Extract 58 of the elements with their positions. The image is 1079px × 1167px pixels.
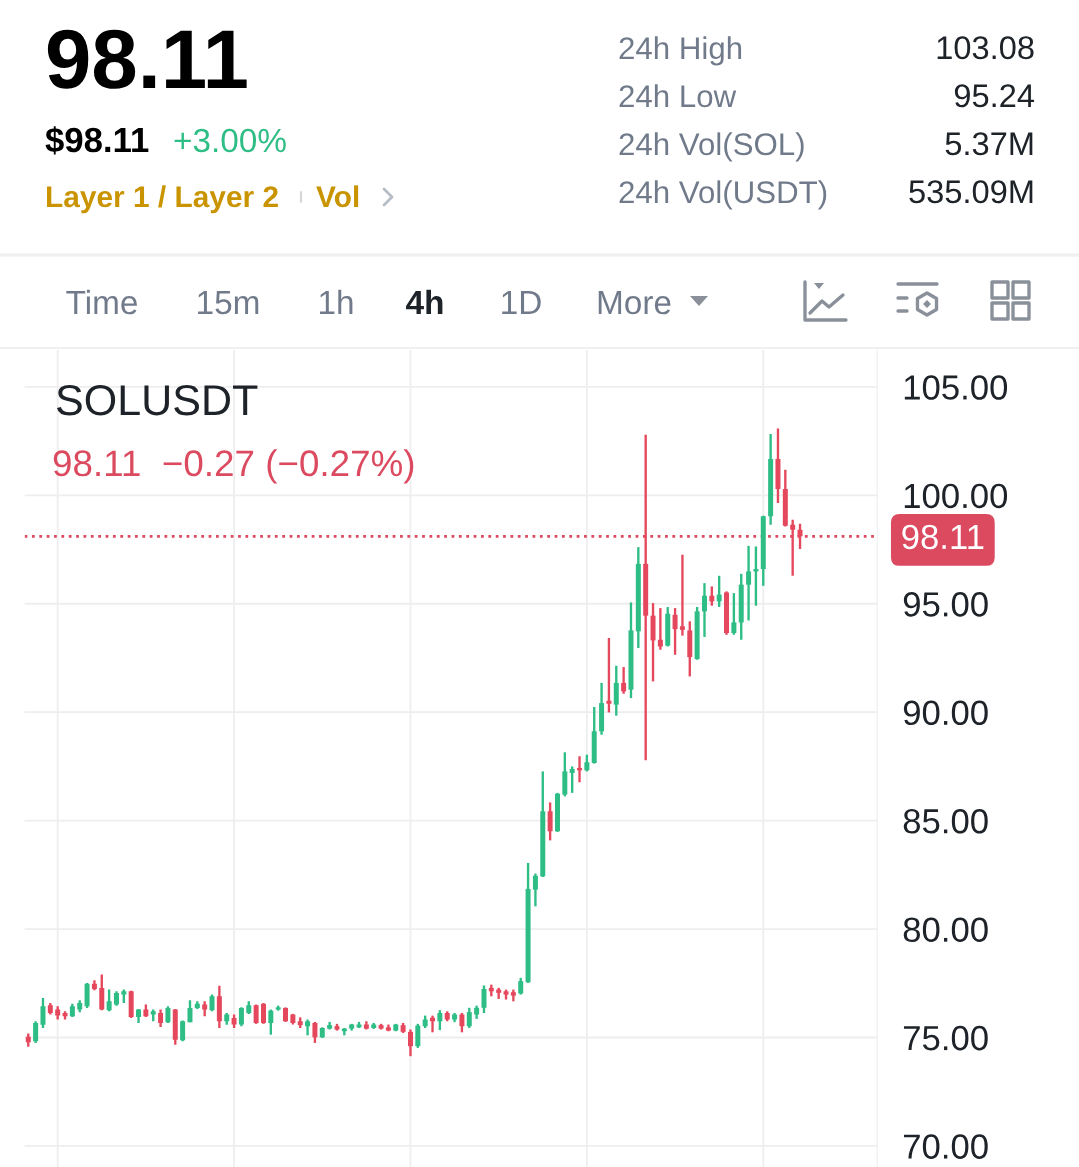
text: SOLUSDT [56, 384, 258, 416]
candlestick [679, 553, 685, 637]
y-tick-label: 75.00 [903, 1025, 988, 1051]
candlestick [437, 1009, 443, 1032]
candlestick [746, 544, 752, 622]
y-tick-label: 100.00 [904, 483, 1008, 509]
text: 1D [502, 291, 541, 314]
text: 98.11 [47, 29, 247, 89]
text: Layer 1 / Layer 2 [47, 185, 278, 214]
candlestick [562, 751, 568, 798]
candlestick [613, 664, 619, 717]
candlestick [84, 981, 90, 1010]
text: 4h [406, 289, 443, 314]
candlestick [407, 1028, 413, 1058]
candlestick [672, 606, 678, 656]
text: Vol [316, 185, 359, 208]
candlestick [547, 801, 553, 842]
text: 95.24 [954, 84, 1035, 108]
candlestick [459, 1011, 465, 1034]
text: 5.37M [945, 132, 1033, 156]
candlestick [621, 665, 627, 695]
text: 103.08 [937, 36, 1034, 60]
y-tick-label: 80.00 [903, 917, 988, 942]
candlestick [260, 1001, 266, 1026]
candlestick [106, 988, 112, 1013]
candlestick [415, 1022, 421, 1050]
candlestick [606, 636, 612, 714]
y-tick-label: 95.00 [903, 592, 988, 617]
y-tick-label: 85.00 [903, 808, 988, 834]
text: More [598, 291, 671, 315]
text: Time [66, 289, 137, 315]
candlestick [312, 1020, 318, 1045]
text: 24h Vol(USDT) [619, 180, 827, 210]
candlestick [99, 973, 105, 1012]
text: 24h High [619, 36, 742, 66]
y-tick-label: 105.00 [904, 375, 1008, 400]
candlestick [40, 996, 46, 1030]
text: 98.11 −0.27 (−0.27%) [53, 449, 414, 484]
text: 535.09M [909, 180, 1033, 204]
candlestick [532, 872, 538, 908]
y-tick-label: 90.00 [903, 700, 988, 726]
candlestick [496, 986, 502, 1001]
candlestick [481, 984, 487, 1015]
candlestick [731, 591, 737, 636]
candlestick [701, 581, 707, 639]
candlestick [569, 765, 575, 795]
candlestick [33, 1020, 39, 1045]
text: 1h [320, 289, 353, 314]
text: +3.00% [174, 128, 286, 153]
candlestick [268, 1008, 274, 1036]
candlestick [466, 1006, 472, 1030]
text: 15m [198, 291, 259, 315]
text: $98.11 [45, 126, 149, 155]
y-tick-label: 70.00 [903, 1134, 988, 1159]
text: 24h Vol(SOL) [619, 132, 804, 162]
candlestick [238, 1006, 244, 1028]
ref-line-label: 98.11 [902, 524, 984, 550]
text: 24h Low [619, 84, 737, 108]
